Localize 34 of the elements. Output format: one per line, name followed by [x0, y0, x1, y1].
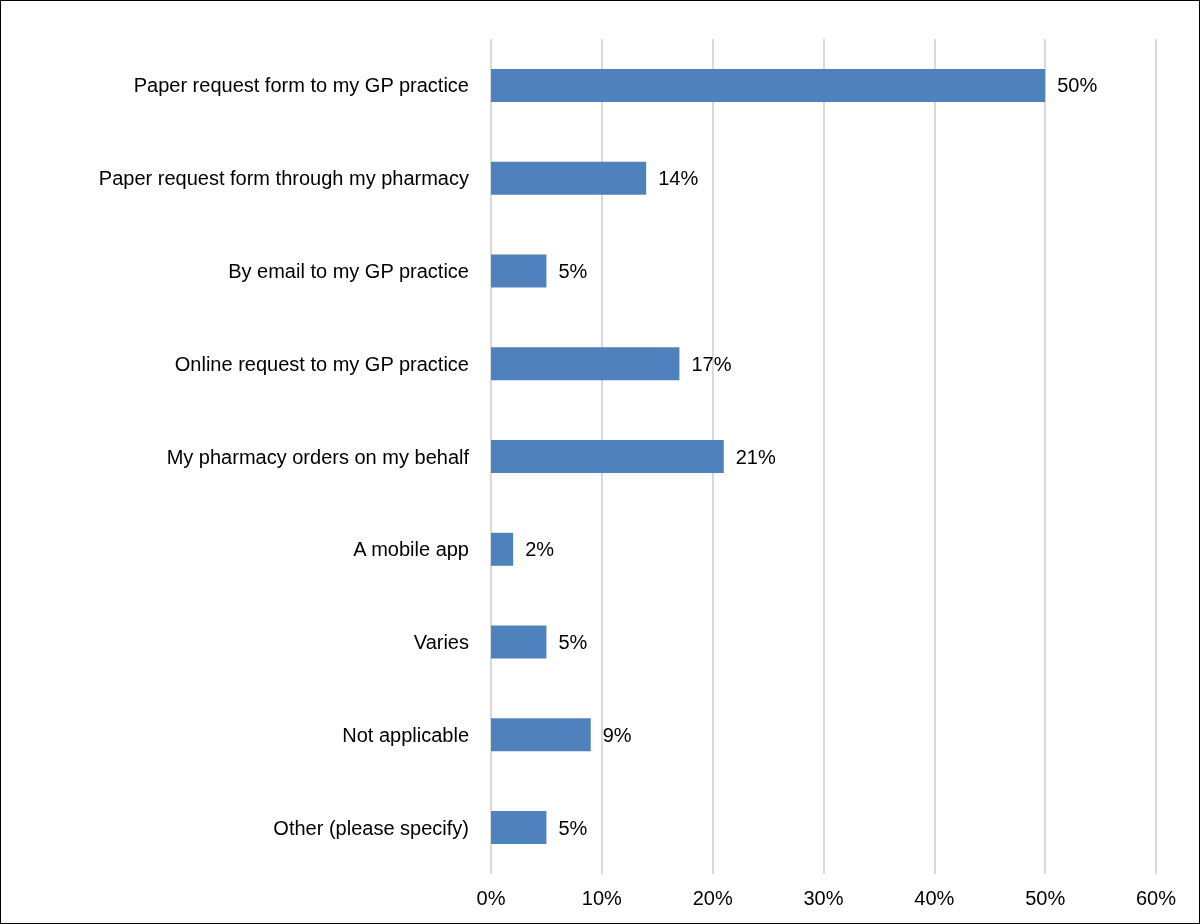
bar [491, 347, 680, 381]
bar [491, 532, 514, 566]
y-tick-label: Online request to my GP practice [174, 352, 469, 375]
data-label: 2% [525, 538, 555, 561]
y-tick-label: Varies [413, 631, 469, 654]
bar [491, 718, 591, 752]
bar [491, 625, 547, 659]
x-tick-label: 20% [692, 887, 733, 909]
y-tick-label: By email to my GP practice [228, 259, 469, 282]
bar [491, 440, 724, 473]
data-label: 14% [658, 167, 699, 190]
x-tick-label: 40% [914, 887, 955, 909]
data-label: 17% [691, 352, 732, 375]
bar [491, 254, 547, 288]
data-label: 21% [735, 445, 776, 468]
y-tick-label: My pharmacy orders on my behalf [166, 445, 470, 468]
y-tick-label: Paper request form to my GP practice [133, 74, 469, 97]
y-tick-label: Not applicable [342, 723, 469, 746]
x-tick-label: 0% [476, 887, 506, 909]
data-label: 5% [558, 816, 588, 839]
bar [491, 68, 1046, 102]
x-tick-label: 50% [1025, 887, 1066, 909]
y-tick-label: A mobile app [353, 538, 469, 561]
data-label: 5% [558, 631, 588, 654]
data-label: 5% [558, 259, 588, 282]
data-label: 9% [602, 723, 632, 746]
y-tick-label: Paper request form through my pharmacy [98, 167, 469, 190]
bar [491, 161, 647, 195]
bar [491, 811, 547, 845]
x-tick-label: 30% [803, 887, 844, 909]
x-tick-label: 60% [1135, 887, 1177, 909]
data-label: 50% [1057, 74, 1098, 97]
x-tick-label: 10% [581, 887, 623, 909]
y-tick-label: Other (please specify) [273, 816, 469, 839]
